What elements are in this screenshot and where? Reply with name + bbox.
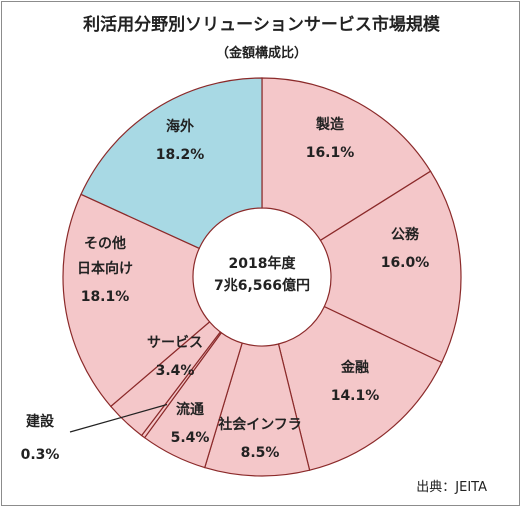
slice-value-2: 16.0% xyxy=(381,255,430,271)
center-label-total: 7兆6,566億円 xyxy=(214,277,310,294)
slice-value-7: 3.4% xyxy=(156,363,195,379)
slice-label-2: 公務 xyxy=(391,226,420,243)
slice-9 xyxy=(80,77,263,250)
slice-value-6: 0.3% xyxy=(21,447,60,463)
slice-label-5: 流通 xyxy=(176,401,204,418)
slice-label-7: サービス xyxy=(147,335,203,351)
slice-8 xyxy=(62,193,211,408)
slice-value-5: 5.4% xyxy=(171,430,210,446)
chart-source: 出典：JEITA xyxy=(416,480,487,495)
slice-value-9: 18.2% xyxy=(156,147,205,163)
slice-label-6: 建設 xyxy=(26,413,55,430)
callout-line-kensetsu xyxy=(69,403,168,433)
slice-value-8: 18.1% xyxy=(81,289,130,305)
slice-label-8-line1: その他 xyxy=(84,235,126,252)
chart-subtitle: （金額構成比） xyxy=(215,46,307,61)
slice-label-9: 海外 xyxy=(166,118,194,135)
slice-label-3: 金融 xyxy=(340,359,369,376)
chart-title: 利活用分野別ソリューションサービス市場規模 xyxy=(83,15,440,35)
slice-label-4: 社会インフラ xyxy=(217,416,302,433)
slice-label-8-line2: 日本向け xyxy=(77,260,133,277)
slice-value-1: 16.1% xyxy=(306,145,355,161)
slice-value-3: 14.1% xyxy=(331,388,380,404)
slice-value-4: 8.5% xyxy=(241,445,280,461)
slice-label-1: 製造 xyxy=(315,116,344,133)
slice-1 xyxy=(261,77,432,242)
center-label-year: 2018年度 xyxy=(229,255,297,272)
slice-3 xyxy=(277,305,443,471)
slice-2 xyxy=(319,170,462,364)
